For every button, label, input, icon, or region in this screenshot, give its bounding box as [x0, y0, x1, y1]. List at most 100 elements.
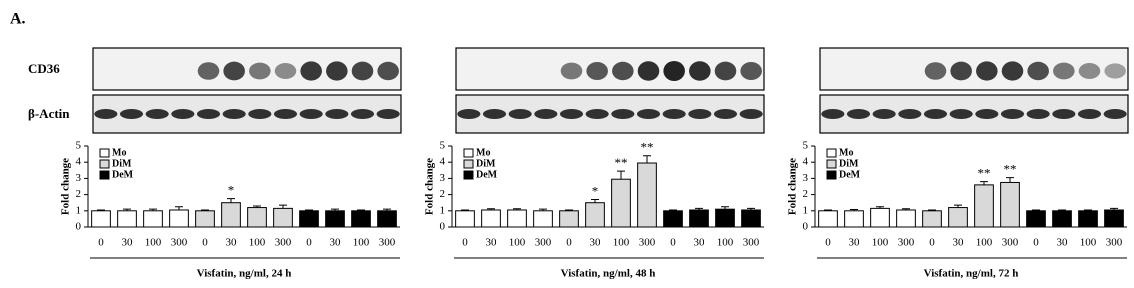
- blot-band: [300, 61, 322, 81]
- blot-band: [663, 61, 685, 81]
- significance-marker: *: [228, 183, 235, 198]
- error-bar: [902, 208, 910, 210]
- blot-band: [325, 109, 349, 119]
- blot-frame: [819, 94, 1129, 134]
- blot-band: [898, 109, 922, 119]
- y-tick-label: 1: [440, 204, 446, 216]
- error-bar: [565, 209, 573, 211]
- blot-frame: [819, 47, 1129, 91]
- error-bar: [695, 207, 703, 210]
- error-bar: [461, 209, 469, 211]
- x-tick-label: 30: [226, 237, 238, 249]
- legend-label: DiM: [112, 158, 132, 169]
- bar: [922, 210, 942, 228]
- significance-marker: *: [592, 183, 599, 198]
- blot-band: [612, 61, 634, 81]
- x-tick-label: 100: [872, 237, 889, 249]
- blot-band: [821, 109, 845, 119]
- blot-band: [740, 62, 762, 80]
- y-tick-label: 0: [440, 221, 446, 233]
- legend-label: Mo: [112, 147, 126, 158]
- x-tick-label: 0: [1033, 237, 1039, 249]
- bar: [325, 210, 345, 228]
- x-tick-label: 300: [1106, 237, 1123, 249]
- bar: [844, 210, 864, 228]
- blot-band: [508, 109, 532, 119]
- blot-band: [377, 61, 399, 81]
- bar: [91, 210, 111, 228]
- legend-label: DeM: [839, 169, 861, 180]
- error-bar: [357, 209, 365, 211]
- bar: [143, 210, 163, 228]
- bar: [533, 210, 553, 228]
- error-bar: [253, 205, 261, 208]
- error-bar: [721, 206, 729, 210]
- blot-band: [171, 109, 195, 119]
- x-tick-label: 30: [1057, 237, 1069, 249]
- bar: [351, 210, 371, 228]
- blot-frame: [92, 94, 402, 134]
- blot-band: [637, 61, 660, 81]
- error-bar: [954, 204, 962, 208]
- y-tick-label: 3: [803, 172, 809, 184]
- blot-band: [534, 109, 558, 119]
- error-bar: [305, 209, 313, 211]
- blot-band: [1026, 109, 1050, 119]
- legend-label: Mo: [839, 147, 853, 158]
- error-bar: [1084, 209, 1092, 211]
- blot-band: [1000, 109, 1025, 119]
- y-tick-label: 5: [803, 140, 809, 152]
- bar: [559, 210, 579, 228]
- x-tick-label: 100: [353, 237, 370, 249]
- blot-band: [1052, 109, 1076, 119]
- error-bar: [980, 181, 988, 185]
- blot-band: [950, 61, 972, 81]
- bar: [377, 210, 397, 228]
- error-bar: [539, 208, 547, 211]
- error-bar: [279, 204, 287, 209]
- blot-band: [688, 109, 712, 119]
- y-tick-label: 2: [76, 188, 82, 200]
- blot-band: [457, 109, 481, 119]
- blot-band: [1027, 61, 1049, 81]
- x-axis-label: Visfatin, ng/ml, 72 h: [924, 268, 1019, 280]
- bar: [741, 209, 761, 228]
- y-tick-label: 5: [440, 140, 446, 152]
- blot-band: [1078, 63, 1101, 79]
- error-bar: [331, 208, 339, 211]
- x-tick-label: 300: [1002, 237, 1019, 249]
- x-tick-label: 100: [145, 237, 162, 249]
- bar: [169, 209, 189, 228]
- blot-band: [222, 109, 246, 119]
- x-tick-label: 0: [670, 237, 676, 249]
- blot-band: [274, 63, 297, 79]
- blot-band: [975, 109, 999, 119]
- error-bar: [1110, 207, 1118, 210]
- error-bar: [487, 208, 495, 210]
- blot-band: [482, 109, 507, 119]
- error-bar: [1032, 209, 1040, 211]
- x-tick-label: 0: [306, 237, 312, 249]
- blot-band: [249, 62, 271, 80]
- x-tick-label: 300: [639, 237, 656, 249]
- blot-band: [248, 109, 272, 119]
- error-bar: [669, 209, 677, 211]
- blot-band: [1104, 63, 1126, 79]
- y-tick-label: 2: [803, 188, 809, 200]
- blot-band: [273, 109, 298, 119]
- blot-band: [586, 62, 608, 80]
- bar: [117, 210, 137, 228]
- error-bar: [824, 209, 832, 211]
- legend-swatch: [826, 159, 837, 169]
- blot-band: [636, 109, 661, 119]
- x-tick-label: 100: [976, 237, 993, 249]
- bar: [1052, 210, 1072, 228]
- bar: [715, 208, 735, 228]
- y-tick-label: 3: [440, 172, 446, 184]
- x-tick-label: 30: [694, 237, 706, 249]
- x-axis-label: Visfatin, ng/ml, 48 h: [561, 268, 656, 280]
- bar: [221, 202, 241, 228]
- x-tick-label: 30: [953, 237, 965, 249]
- y-tick-label: 4: [76, 156, 82, 168]
- bar: [689, 209, 709, 228]
